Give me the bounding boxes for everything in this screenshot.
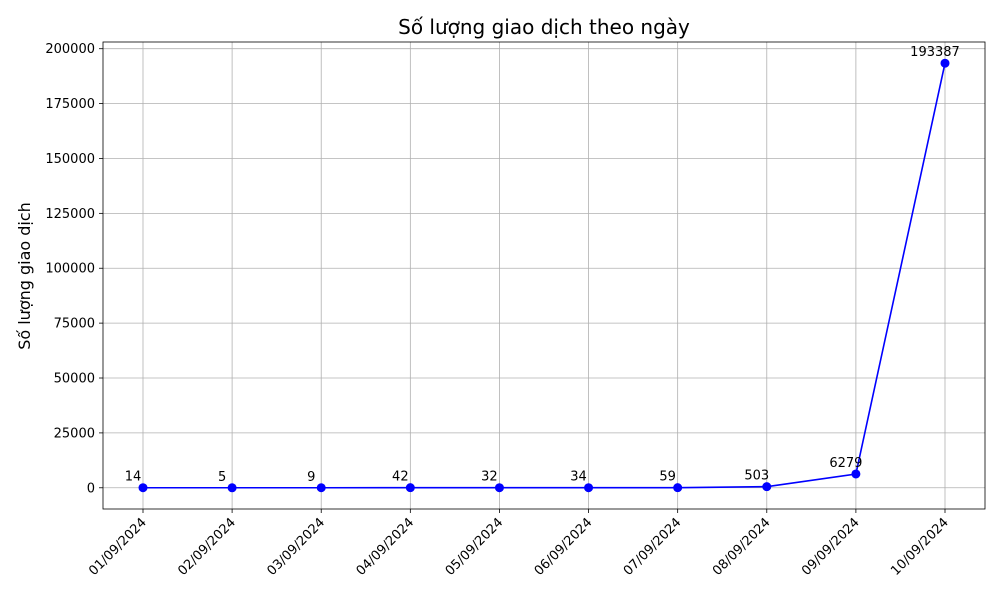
data-label: 42 <box>392 470 409 485</box>
x-tick-label: 07/09/2024 <box>621 515 685 579</box>
x-tick-label: 02/09/2024 <box>175 515 239 579</box>
y-tick-label: 75000 <box>54 317 95 332</box>
x-tick-label: 10/09/2024 <box>888 515 952 579</box>
x-tick-label: 01/09/2024 <box>86 515 150 579</box>
x-tick-label: 05/09/2024 <box>443 515 507 579</box>
data-point <box>405 483 415 493</box>
y-tick-label: 50000 <box>54 372 95 387</box>
data-label: 503 <box>744 469 769 484</box>
data-label: 14 <box>125 470 142 485</box>
data-label: 193387 <box>910 45 960 60</box>
data-label: 9 <box>307 470 315 485</box>
x-tick-label: 09/09/2024 <box>799 515 863 579</box>
y-tick-label: 25000 <box>54 426 95 441</box>
series-layer <box>138 58 950 493</box>
data-point <box>851 469 861 479</box>
data-point <box>673 483 683 493</box>
y-tick-label: 0 <box>87 481 95 496</box>
y-tick-label: 125000 <box>45 207 95 222</box>
y-tick-label: 200000 <box>45 42 95 57</box>
x-tick-label: 04/09/2024 <box>354 515 418 579</box>
axis-layer: 0 25000 50000 75000 100000 125000 150000 175000… <box>45 41 986 579</box>
data-point <box>584 483 594 493</box>
data-label: 32 <box>481 470 498 485</box>
data-label: 5 <box>218 470 226 485</box>
series-line <box>142 63 946 489</box>
data-label: 6279 <box>829 456 862 471</box>
y-tick-label: 100000 <box>45 262 95 277</box>
grid-layer <box>103 42 985 509</box>
chart-title: Số lượng giao dịch theo ngày <box>398 15 690 39</box>
y-tick-label: 175000 <box>45 97 95 112</box>
data-label: 34 <box>570 470 587 485</box>
y-axis-label: Số lượng giao dịch <box>15 202 34 350</box>
y-tick-label: 150000 <box>45 152 95 167</box>
data-point <box>138 483 148 493</box>
data-point <box>494 483 504 493</box>
data-point <box>316 483 326 493</box>
data-point <box>762 482 772 492</box>
data-label: 59 <box>659 470 676 485</box>
x-tick-label: 03/09/2024 <box>264 515 328 579</box>
data-point <box>227 483 237 493</box>
x-tick-label: 08/09/2024 <box>710 515 774 579</box>
plot-frame <box>102 41 986 510</box>
x-tick-label: 06/09/2024 <box>532 515 596 579</box>
data-point <box>940 58 950 68</box>
